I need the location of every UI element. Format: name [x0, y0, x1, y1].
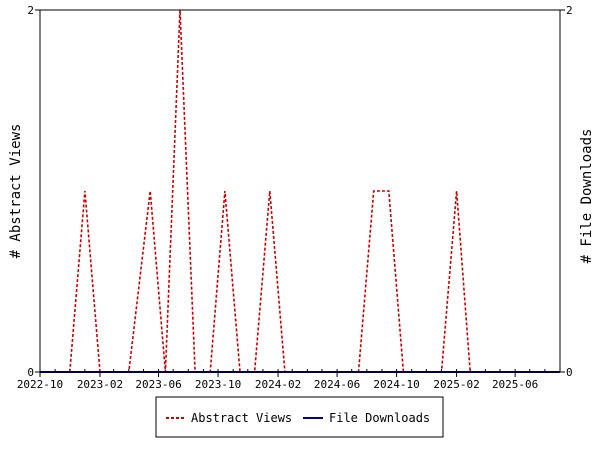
series-layer — [40, 9, 560, 373]
x-tick-label: 2023-10 — [195, 378, 241, 391]
x-tick-label: 2024-10 — [373, 378, 419, 391]
x-axis: 2022-10 2023-02 2023-06 2023-10 2024-02 2024-… — [17, 372, 538, 391]
x-tick-label: 2024-02 — [255, 378, 301, 391]
y-axis-right-title: # File Downloads — [579, 129, 595, 264]
legend-label-file-downloads: File Downloads — [329, 411, 430, 425]
x-tick-label: 2023-06 — [135, 378, 181, 391]
y-axes: 0 2 0 2 — [27, 4, 572, 379]
y-left-tick-label: 0 — [27, 366, 34, 379]
x-tick-label: 2022-10 — [17, 378, 63, 391]
y-right-tick-label: 0 — [566, 366, 573, 379]
x-tick-label: 2024-06 — [314, 378, 360, 391]
legend-box — [155, 396, 444, 438]
x-tick-label: 2023-02 — [77, 378, 123, 391]
x-tick-label: 2025-06 — [492, 378, 538, 391]
y-right-tick-label: 2 — [566, 4, 573, 17]
y-axis-left-title: # Abstract Views — [8, 124, 24, 259]
y-left-tick-label: 2 — [27, 4, 34, 17]
plot-frame — [39, 9, 561, 373]
x-tick-label: 2025-02 — [433, 378, 479, 391]
series-line-abstract-views — [40, 9, 560, 373]
legend: Abstract Views File Downloads — [155, 396, 444, 438]
legend-label-abstract-views: Abstract Views — [191, 411, 292, 425]
